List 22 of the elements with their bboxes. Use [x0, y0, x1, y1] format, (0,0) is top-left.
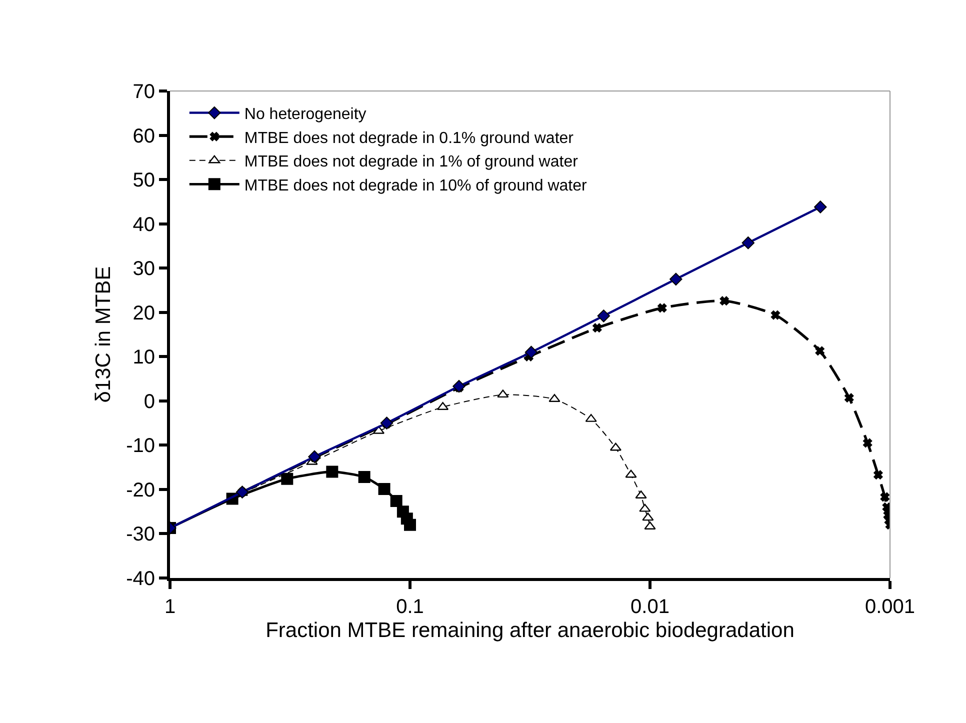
y-tick-label: 40: [132, 214, 155, 236]
legend-label: No heterogeneity: [244, 106, 366, 124]
y-tick-label: -40: [126, 568, 155, 590]
legend-label: MTBE does not degrade in 0.1% ground water: [244, 130, 574, 147]
y-tick-label: 10: [132, 346, 155, 369]
y-tick-label: 50: [132, 170, 155, 192]
x-tick-label: 0.01: [630, 596, 670, 618]
y-tick-label: 0: [144, 390, 155, 413]
x-tick-label: 0.1: [396, 596, 424, 618]
x-tick-label: 1: [164, 596, 176, 618]
y-tick-label: 70: [132, 81, 155, 103]
y-axis-title: δ13C in MTBE: [92, 266, 116, 403]
x-tick-label: 0.001: [864, 596, 916, 618]
y-tick-label: -10: [126, 435, 155, 458]
y-tick-label: -20: [126, 479, 155, 502]
y-tick-label: 60: [132, 125, 155, 148]
x-axis-title: Fraction MTBE remaining after anaerobic biodegradation: [266, 619, 794, 642]
y-tick-label: 20: [132, 302, 155, 324]
legend-label: MTBE does not degrade in 1% of ground water: [244, 154, 579, 171]
y-tick-label: -30: [126, 524, 155, 546]
y-tick-label: 30: [132, 258, 155, 280]
legend-label: MTBE does not degrade in 10% of ground water: [244, 177, 588, 194]
